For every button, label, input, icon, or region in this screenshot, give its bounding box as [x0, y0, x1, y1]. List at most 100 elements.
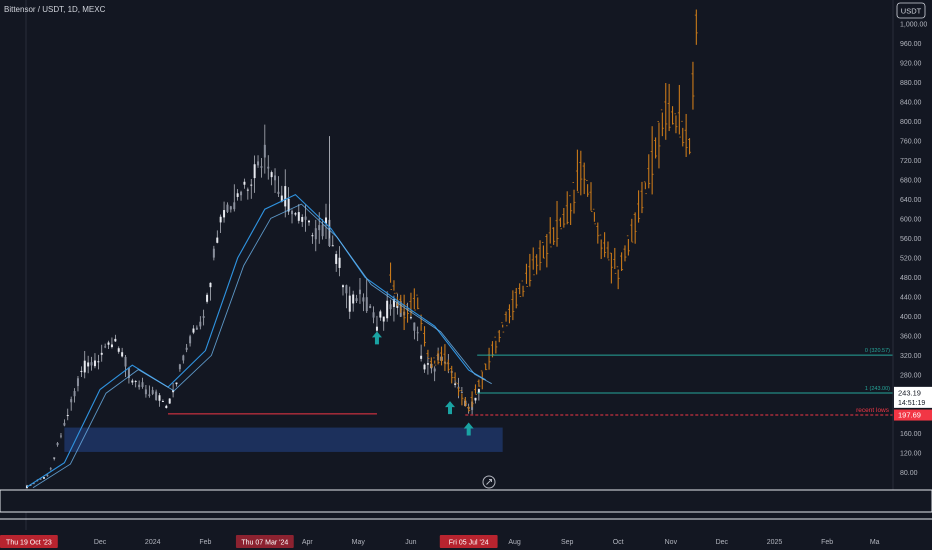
- projection-bar: [575, 149, 579, 193]
- candle: [107, 340, 110, 349]
- projection-bar: [637, 190, 641, 223]
- candle: [63, 419, 66, 427]
- projection-bar: [477, 379, 481, 387]
- price-tick-label: 280.00: [900, 372, 922, 379]
- price-tick-label: 1,000.00: [900, 22, 927, 29]
- candle: [375, 315, 378, 335]
- projection-bar: [518, 283, 522, 297]
- candle: [369, 304, 372, 309]
- date-tick-label: Ma: [870, 539, 880, 546]
- projection-bar: [569, 195, 573, 226]
- candle: [175, 382, 178, 387]
- replay-icon[interactable]: [482, 475, 496, 489]
- projection-bar: [440, 346, 444, 366]
- candle: [209, 282, 212, 301]
- price-tick-label: 640.00: [900, 197, 922, 204]
- candle: [477, 388, 480, 401]
- candle: [314, 219, 317, 252]
- candle: [365, 279, 368, 313]
- projection-bar: [548, 217, 552, 248]
- candle: [219, 214, 222, 234]
- countdown-label: 14:51:19: [898, 400, 925, 407]
- projection-bar: [457, 383, 460, 396]
- candle: [70, 396, 73, 411]
- date-highlight-badge: [0, 535, 58, 548]
- candle: [53, 457, 56, 461]
- candle: [454, 379, 457, 388]
- date-highlight-label: Thu 07 Mar '24: [241, 540, 288, 547]
- price-tick-label: 80.00: [900, 470, 918, 477]
- projection-bar: [691, 61, 695, 110]
- projection-bar: [470, 391, 474, 408]
- price-tick-label: 680.00: [900, 177, 922, 184]
- candle: [110, 337, 113, 349]
- candle: [131, 378, 134, 385]
- price-tick-label: 600.00: [900, 216, 922, 223]
- projection-bar: [562, 208, 566, 228]
- projection-bar: [535, 254, 539, 275]
- candle: [59, 433, 62, 439]
- candle: [212, 245, 215, 261]
- candle: [341, 284, 344, 296]
- projection-bar: [684, 113, 688, 157]
- projection-bar: [423, 326, 427, 347]
- current-price-badge: [894, 386, 932, 408]
- candle: [291, 209, 294, 224]
- date-highlight-label: Thu 19 Oct '23: [6, 540, 52, 547]
- candle: [331, 235, 334, 247]
- candle: [199, 316, 202, 330]
- projection-bar: [443, 344, 447, 371]
- projection-bar: [467, 406, 471, 412]
- candle: [389, 299, 392, 316]
- recent-low-price-label: 197.69: [898, 411, 921, 420]
- candle: [155, 389, 158, 401]
- candle: [185, 343, 188, 353]
- projection-bar: [630, 218, 634, 243]
- projection-bar: [484, 363, 488, 371]
- projection-bar: [392, 280, 396, 294]
- price-tick-label: 400.00: [900, 314, 922, 321]
- projection-bar: [514, 288, 518, 309]
- projection-bar: [643, 181, 647, 195]
- projection-bar: [541, 241, 545, 259]
- price-tick-label: 800.00: [900, 119, 922, 126]
- projection-bar: [657, 120, 661, 169]
- projection-bar: [677, 84, 681, 138]
- candle: [87, 355, 90, 374]
- projection-bar: [416, 294, 420, 310]
- candle: [93, 353, 96, 369]
- projection-bar: [613, 247, 617, 274]
- projection-bar: [389, 262, 393, 291]
- currency-button[interactable]: USDT: [901, 7, 922, 16]
- projection-bar: [494, 336, 498, 354]
- price-tick-label: 880.00: [900, 80, 922, 87]
- projection-bar: [606, 241, 610, 261]
- projection-bar: [572, 182, 576, 214]
- projection-bar: [521, 280, 525, 297]
- candle: [474, 397, 477, 404]
- date-tick-label: Dec: [94, 539, 107, 546]
- candle: [321, 219, 324, 240]
- candle: [294, 211, 297, 217]
- projection-bar: [436, 350, 440, 365]
- candle: [260, 157, 263, 178]
- candle: [433, 366, 436, 382]
- projection-bar: [626, 235, 630, 256]
- candle: [362, 293, 365, 312]
- candle: [158, 392, 161, 407]
- candle: [192, 325, 195, 335]
- projection-bar: [620, 252, 624, 271]
- candle: [42, 476, 45, 480]
- candle: [178, 363, 181, 372]
- projection-bar: [412, 288, 416, 311]
- projection-bar: [674, 113, 678, 134]
- projection-bar: [592, 208, 596, 225]
- candle: [124, 355, 127, 378]
- candle: [423, 363, 426, 373]
- projection-bar: [694, 9, 698, 45]
- candle: [66, 408, 69, 421]
- currency-button-frame[interactable]: [896, 2, 926, 19]
- candle: [117, 346, 120, 354]
- projection-bar: [558, 217, 562, 230]
